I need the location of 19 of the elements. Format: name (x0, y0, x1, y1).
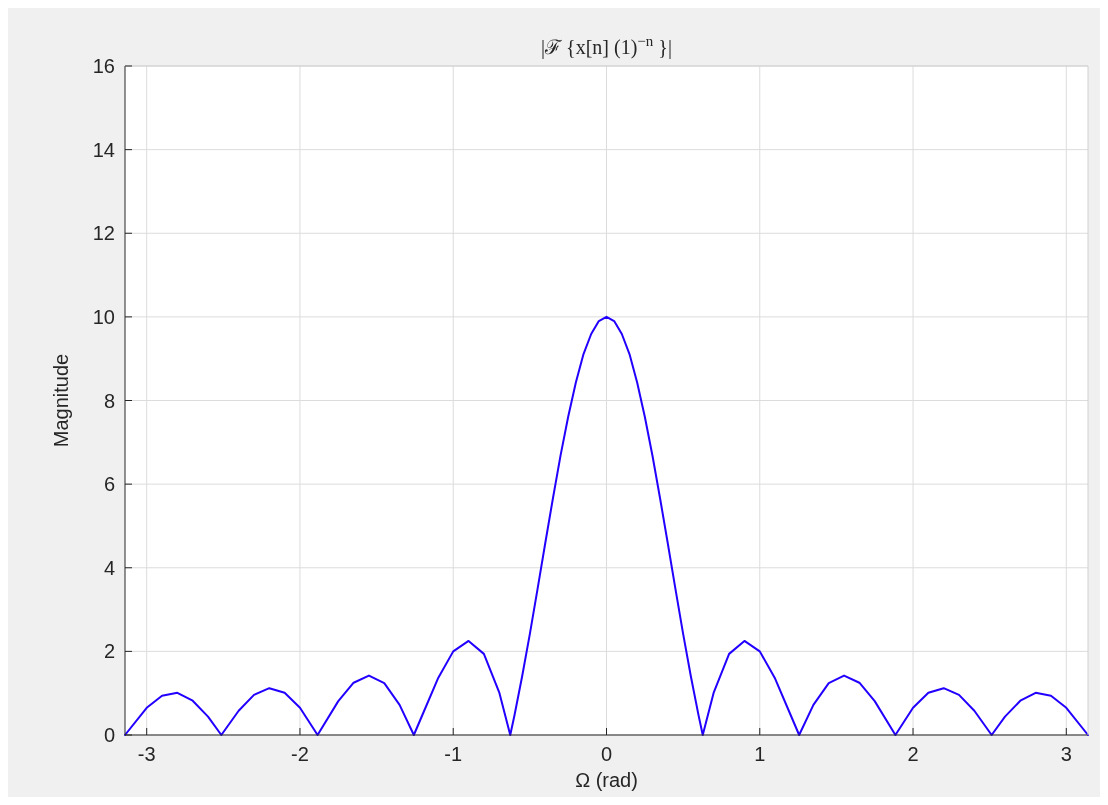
y-tick-label: 14 (92, 138, 115, 161)
x-axis-title: Ω (rad) (575, 769, 638, 791)
y-tick-label: 8 (103, 389, 115, 412)
x-tick-label: 1 (754, 743, 766, 765)
y-tick-label: 10 (92, 305, 115, 328)
x-tick-label: -3 (137, 743, 156, 765)
x-tick-label: -1 (444, 743, 463, 765)
y-tick-label: 4 (103, 556, 115, 579)
x-tick-label: 3 (1060, 743, 1072, 765)
y-axis-title: Magnitude (50, 353, 72, 448)
y-tick-label: 0 (103, 724, 115, 746)
x-tick-label: 2 (907, 743, 919, 765)
x-tick-label: 0 (600, 743, 613, 765)
y-tick-label: 16 (92, 55, 115, 77)
y-tick-label: 12 (92, 222, 115, 245)
x-tick-label: -2 (291, 743, 309, 765)
chart-title: |ℱ {x[n] (1)$^{−n}$ }| (541, 33, 672, 59)
y-tick-label: 6 (103, 473, 115, 496)
y-tick-label: 2 (103, 640, 115, 663)
